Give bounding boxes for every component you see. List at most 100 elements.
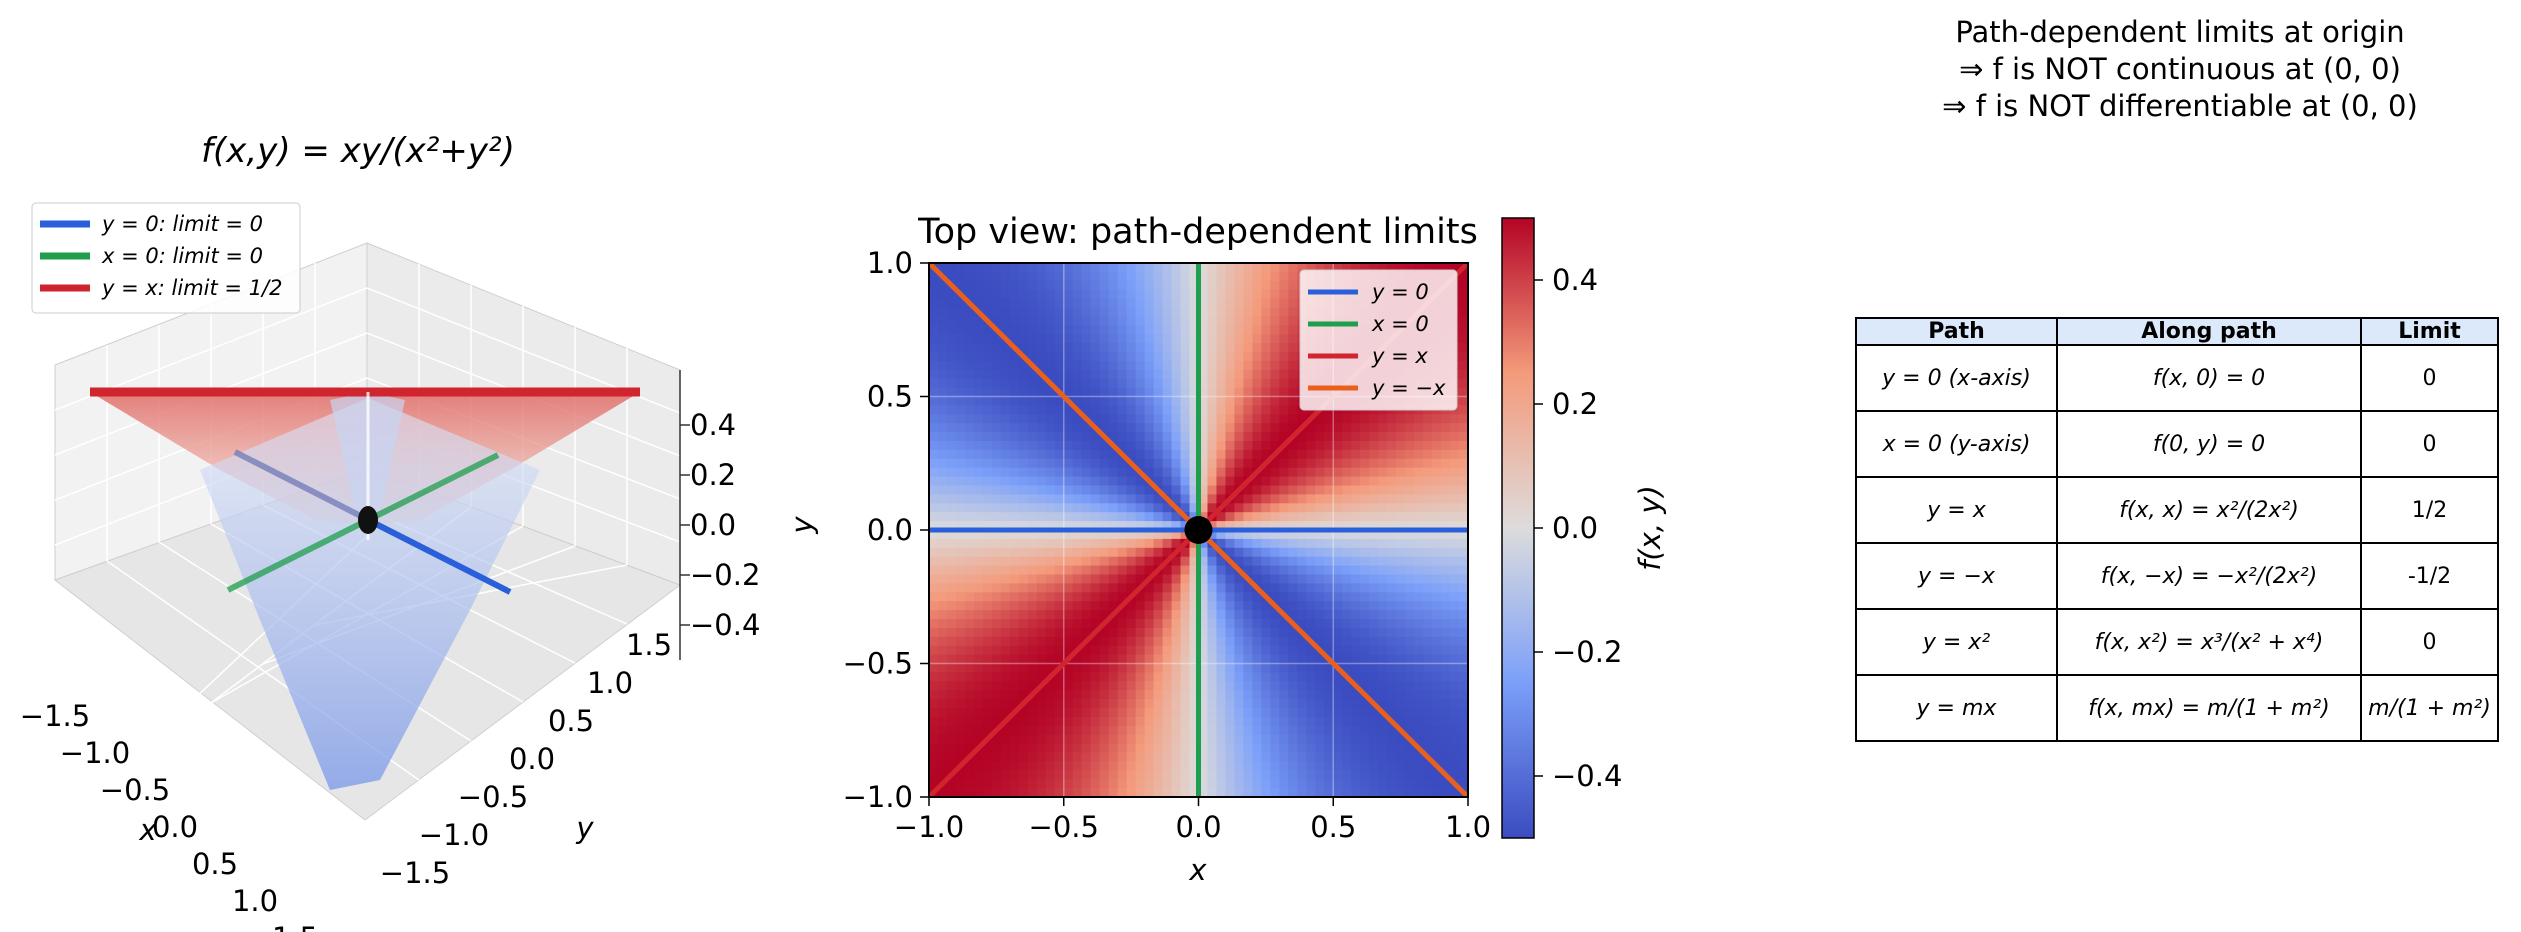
heatmap-cell <box>1144 583 1155 593</box>
heatmap-cell <box>1081 788 1092 797</box>
heatmap-cell <box>1333 654 1343 665</box>
heatmap-cell <box>955 432 966 442</box>
heatmap-cell <box>1441 449 1451 460</box>
heatmap-cell <box>1279 654 1289 665</box>
heatmap-cell <box>1135 271 1146 282</box>
heatmap-cell <box>1072 369 1083 380</box>
heatmap-cell <box>1072 788 1083 797</box>
heatmap-cell <box>1216 494 1227 504</box>
heatmap-cell <box>1414 654 1424 665</box>
heatmap-cell <box>1180 547 1191 558</box>
heatmap-cell <box>973 708 984 718</box>
heatmap-cell <box>946 334 957 344</box>
heatmap-cell <box>1297 441 1307 451</box>
heatmap-cell <box>1063 494 1074 504</box>
heatmap-cell <box>1018 467 1029 478</box>
heatmap-cell <box>1216 681 1227 691</box>
heatmap-cell <box>1207 770 1218 780</box>
heatmap-cell <box>1315 458 1325 469</box>
heatmap-cell <box>937 467 948 478</box>
heatmap-cell <box>1144 770 1155 780</box>
heatmap-cell <box>1333 761 1343 771</box>
heatmap-cell <box>1072 708 1083 718</box>
heatmap-cell <box>1045 476 1056 487</box>
heatmap-cell <box>1306 458 1316 469</box>
heatmap-cell <box>1108 708 1119 718</box>
heatmap-cell <box>1225 263 1236 273</box>
heatmap-cell <box>1207 734 1218 745</box>
heatmap-cell <box>982 654 993 665</box>
heatmap-cell <box>1117 458 1128 469</box>
heatmap-cell <box>1369 645 1379 656</box>
heatmap-cell <box>1036 360 1047 371</box>
heatmap-cell <box>1045 387 1056 398</box>
heatmap-cell <box>1279 467 1289 478</box>
heatmap-cell <box>1270 699 1280 709</box>
heatmap-cell <box>1369 441 1379 451</box>
heatmap-cell <box>1189 298 1200 309</box>
heatmap-cell <box>1360 423 1370 433</box>
heatmap-cell <box>1063 432 1074 442</box>
heatmap-cell <box>1207 396 1218 406</box>
heatmap-cell <box>1072 743 1083 754</box>
heatmap-cell <box>1108 476 1119 487</box>
heatmap-cell <box>973 405 984 415</box>
heatmap-cell <box>1216 770 1227 780</box>
heatmap-cell <box>1072 378 1083 389</box>
heatmap-cell <box>1000 432 1011 442</box>
heatmap-cell <box>1036 708 1047 718</box>
heatmap-cell <box>1261 725 1271 736</box>
heatmap-cell <box>1180 378 1191 389</box>
heatmap-cell <box>1036 725 1047 736</box>
heatmap-cell <box>964 271 975 282</box>
heatmap-cell <box>1090 298 1101 309</box>
heatmap-cell <box>1315 530 1325 540</box>
heatmap-cell <box>1144 334 1155 344</box>
heatmap-cell <box>1288 601 1298 611</box>
heatmap-cell <box>1306 654 1316 665</box>
heatmap-cell <box>1153 334 1164 344</box>
heatmap-cell <box>1198 592 1209 602</box>
heatmap-cell <box>1153 770 1164 780</box>
heatmap-cell <box>1405 449 1415 460</box>
heatmap-cell <box>1414 601 1424 611</box>
heatmap-cell <box>1342 734 1352 745</box>
heatmap-cell <box>1000 761 1011 771</box>
heatmap-cell <box>1252 263 1262 273</box>
heatmap-cell <box>982 521 993 531</box>
heatmap-cell <box>1315 449 1325 460</box>
heatmap-cell <box>1000 538 1011 549</box>
heatmap-cell <box>937 325 948 335</box>
heatmap-cell <box>1054 316 1065 326</box>
heatmap-cell <box>1153 556 1164 567</box>
heatmap-cell <box>1018 334 1029 344</box>
heatmap-cell <box>1414 770 1424 780</box>
heatmap-cell <box>1045 396 1056 406</box>
heatmap-cell <box>964 636 975 647</box>
heatmap-cell <box>937 681 948 691</box>
heatmap-cell <box>955 503 966 513</box>
heatmap-cell <box>1432 485 1442 495</box>
heatmap-cell <box>991 289 1002 300</box>
heatmap-cell <box>1000 449 1011 460</box>
heatmap-cell <box>1441 521 1451 531</box>
heatmap-cell <box>1162 369 1173 380</box>
heatmap-cell <box>1063 779 1074 789</box>
heatmap-cell <box>1216 699 1227 709</box>
heatmap-cell <box>1162 636 1173 647</box>
heatmap-cell <box>1369 601 1379 611</box>
heatmap-cell <box>1324 681 1334 691</box>
heatmap-cell <box>973 423 984 433</box>
heatmap-cell <box>1234 716 1245 727</box>
heatmap-cell <box>1306 672 1316 682</box>
heatmap-cell <box>1261 681 1271 691</box>
heatmap-cell <box>1108 547 1119 558</box>
heatmap-cell <box>1324 725 1334 736</box>
heatmap-cell <box>982 716 993 727</box>
heatmap-cell <box>1270 476 1280 487</box>
heatmap-cell <box>1063 716 1074 727</box>
heatmap-cell <box>1243 538 1253 549</box>
heatmap-cell <box>1315 432 1325 442</box>
heatmap-cell <box>1225 512 1236 522</box>
heatmap-cell <box>1153 592 1164 602</box>
